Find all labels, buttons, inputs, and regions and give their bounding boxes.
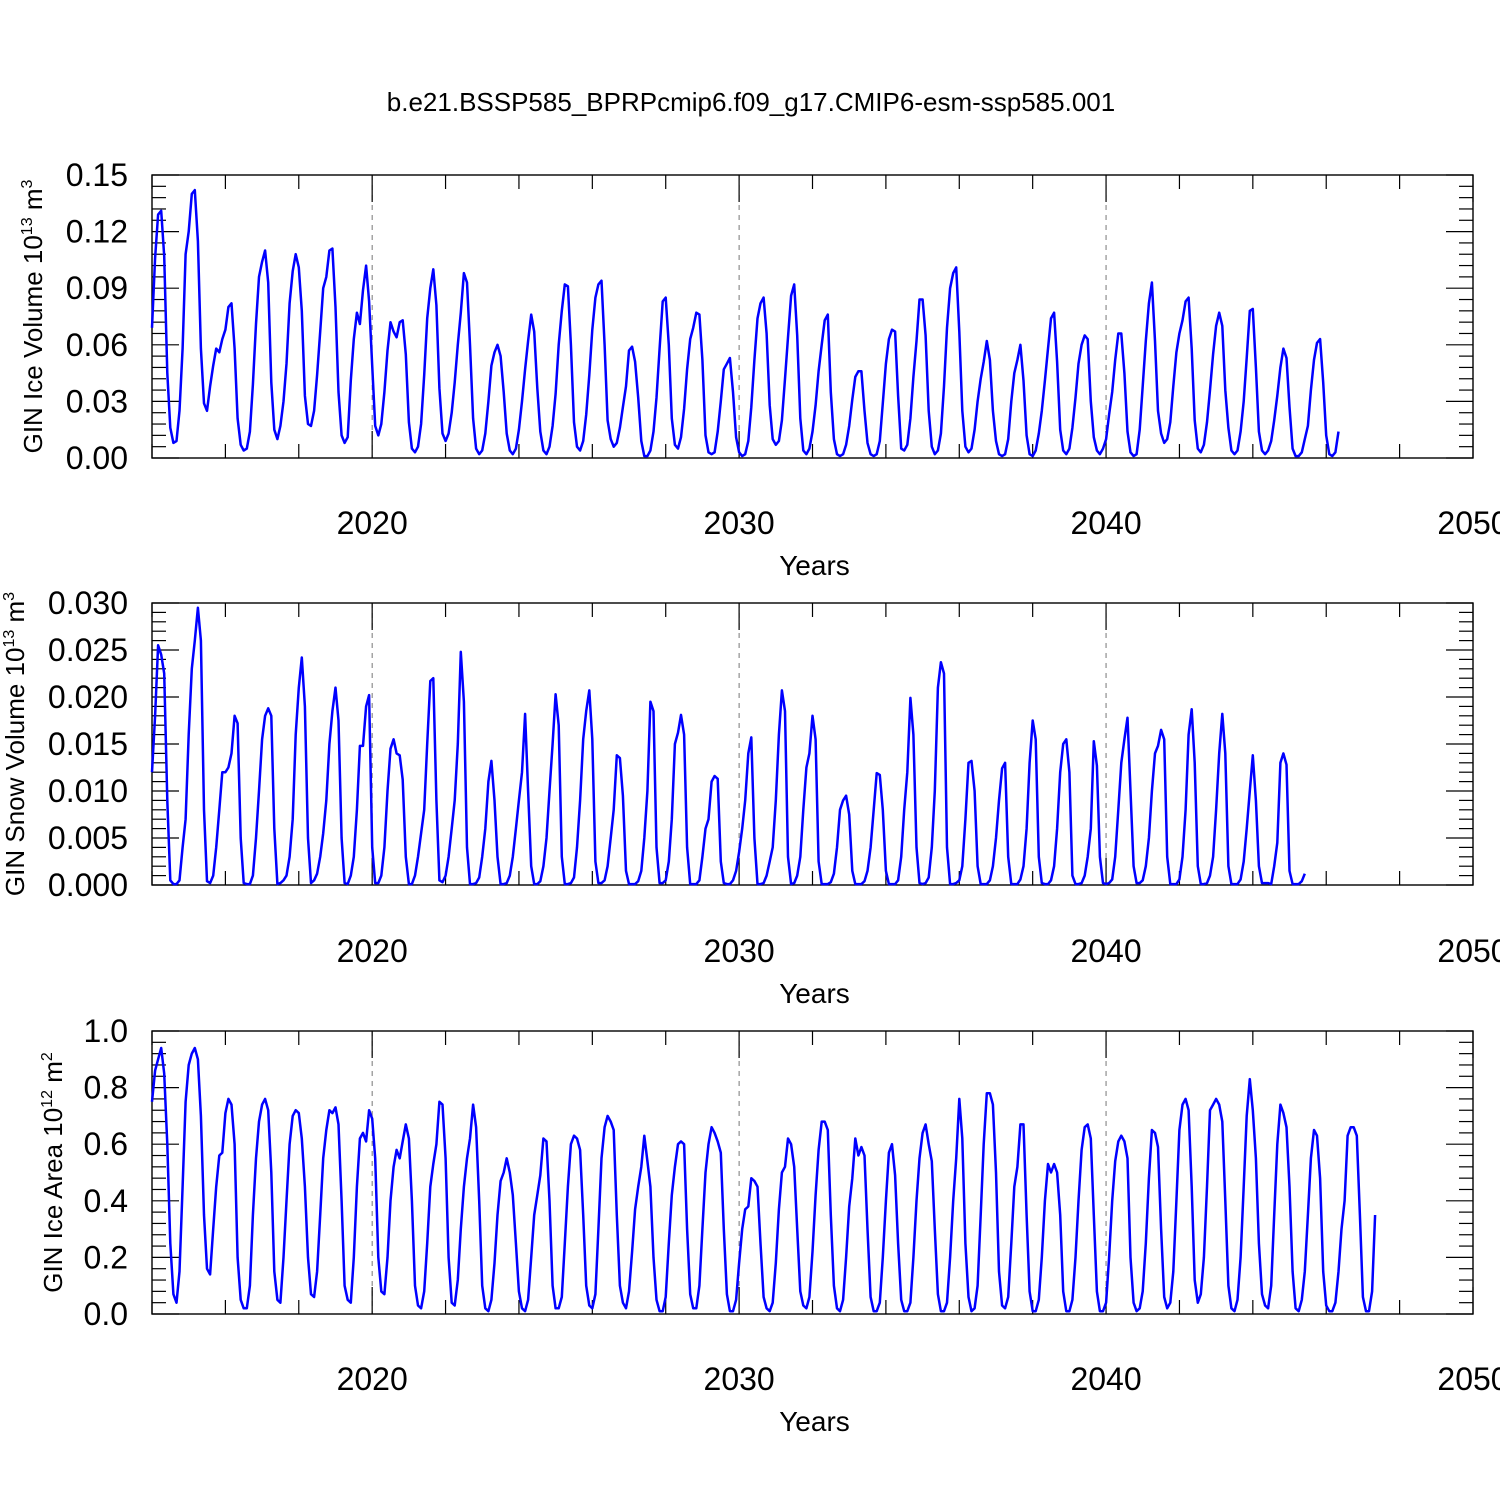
x-axis-label: Years — [779, 1406, 850, 1437]
y-tick-label: 0.010 — [48, 773, 128, 809]
x-tick-label: 2030 — [704, 1361, 775, 1397]
y-tick-label: 0.015 — [48, 726, 128, 762]
y-tick-label: 0.025 — [48, 632, 128, 668]
y-axis-label-exponent: 13 — [1, 630, 18, 648]
panel-snow-volume: 0.000 0.005 0.010 0.015 0.020 0.025 0.030 2020 2… — [0, 585, 1500, 1009]
y-tick-label: 0.4 — [84, 1183, 128, 1219]
x-tick-label: 2040 — [1070, 505, 1141, 541]
y-axis-label-text: GIN Ice Volume 10 — [18, 235, 48, 453]
y-axis-label-exponent: 13 — [19, 217, 36, 235]
x-tick-label: 2030 — [704, 505, 775, 541]
x-tick-label: 2020 — [337, 933, 408, 969]
series-line — [150, 188, 1340, 458]
y-tick-label: 0.000 — [48, 867, 128, 903]
y-tick-label: 0.15 — [66, 157, 128, 193]
y-tick-label: 0.12 — [66, 214, 128, 250]
y-axis-label-exponent: 12 — [39, 1090, 56, 1108]
y-tick-label: 0.06 — [66, 327, 128, 363]
y-axis-label: GIN Ice Area 1012 m2 — [38, 1052, 68, 1293]
x-tick-label: 2040 — [1070, 1361, 1141, 1397]
series-line — [150, 1046, 1377, 1313]
y-axis-label-text: GIN Snow Volume 10 — [0, 648, 30, 897]
plot-frame — [151, 602, 1474, 886]
y-tick-label: 0.020 — [48, 679, 128, 715]
y-tick-label: 0.8 — [84, 1070, 128, 1106]
y-axis-label-unit: m — [0, 601, 30, 630]
x-axis-label: Years — [779, 978, 850, 1009]
y-tick-label: 0.6 — [84, 1126, 128, 1162]
panel-ice-area: 0.0 0.2 0.4 0.6 0.8 1.0 2020 2030 2040 2050 Years G… — [38, 1013, 1500, 1437]
x-tick-label: 2050 — [1437, 1361, 1500, 1397]
x-tick-label: 2020 — [337, 505, 408, 541]
y-tick-label: 0.030 — [48, 585, 128, 621]
y-axis-label: GIN Snow Volume 1013 m3 — [0, 592, 30, 896]
x-tick-label: 2050 — [1437, 933, 1500, 969]
x-tick-label: 2040 — [1070, 933, 1141, 969]
y-tick-label: 0.09 — [66, 270, 128, 306]
y-tick-label: 0.005 — [48, 820, 128, 856]
y-tick-label: 1.0 — [84, 1013, 128, 1049]
panel-ice-volume: 0.00 0.03 0.06 0.09 0.12 0.15 2020 2030 2040 2050… — [18, 157, 1500, 581]
y-tick-label: 0.0 — [84, 1296, 128, 1332]
y-axis-label-unit-exponent: 2 — [39, 1052, 56, 1061]
y-tick-label: 0.03 — [66, 383, 128, 419]
y-axis-label-unit-exponent: 3 — [19, 179, 36, 188]
figure-title: b.e21.BSSP585_BPRPcmip6.f09_g17.CMIP6-es… — [387, 87, 1115, 117]
x-tick-label: 2050 — [1437, 505, 1500, 541]
series-line — [150, 606, 1306, 886]
y-tick-label: 0.2 — [84, 1239, 128, 1275]
y-tick-label: 0.00 — [66, 440, 128, 476]
y-axis-label-unit: m — [38, 1061, 68, 1090]
y-axis-label-text: GIN Ice Area 10 — [38, 1108, 68, 1293]
x-axis-label: Years — [779, 550, 850, 581]
x-tick-label: 2020 — [337, 1361, 408, 1397]
x-tick-label: 2030 — [704, 933, 775, 969]
y-axis-label: GIN Ice Volume 1013 m3 — [18, 179, 48, 453]
y-axis-label-unit: m — [18, 188, 48, 217]
y-axis-label-unit-exponent: 3 — [1, 592, 18, 601]
